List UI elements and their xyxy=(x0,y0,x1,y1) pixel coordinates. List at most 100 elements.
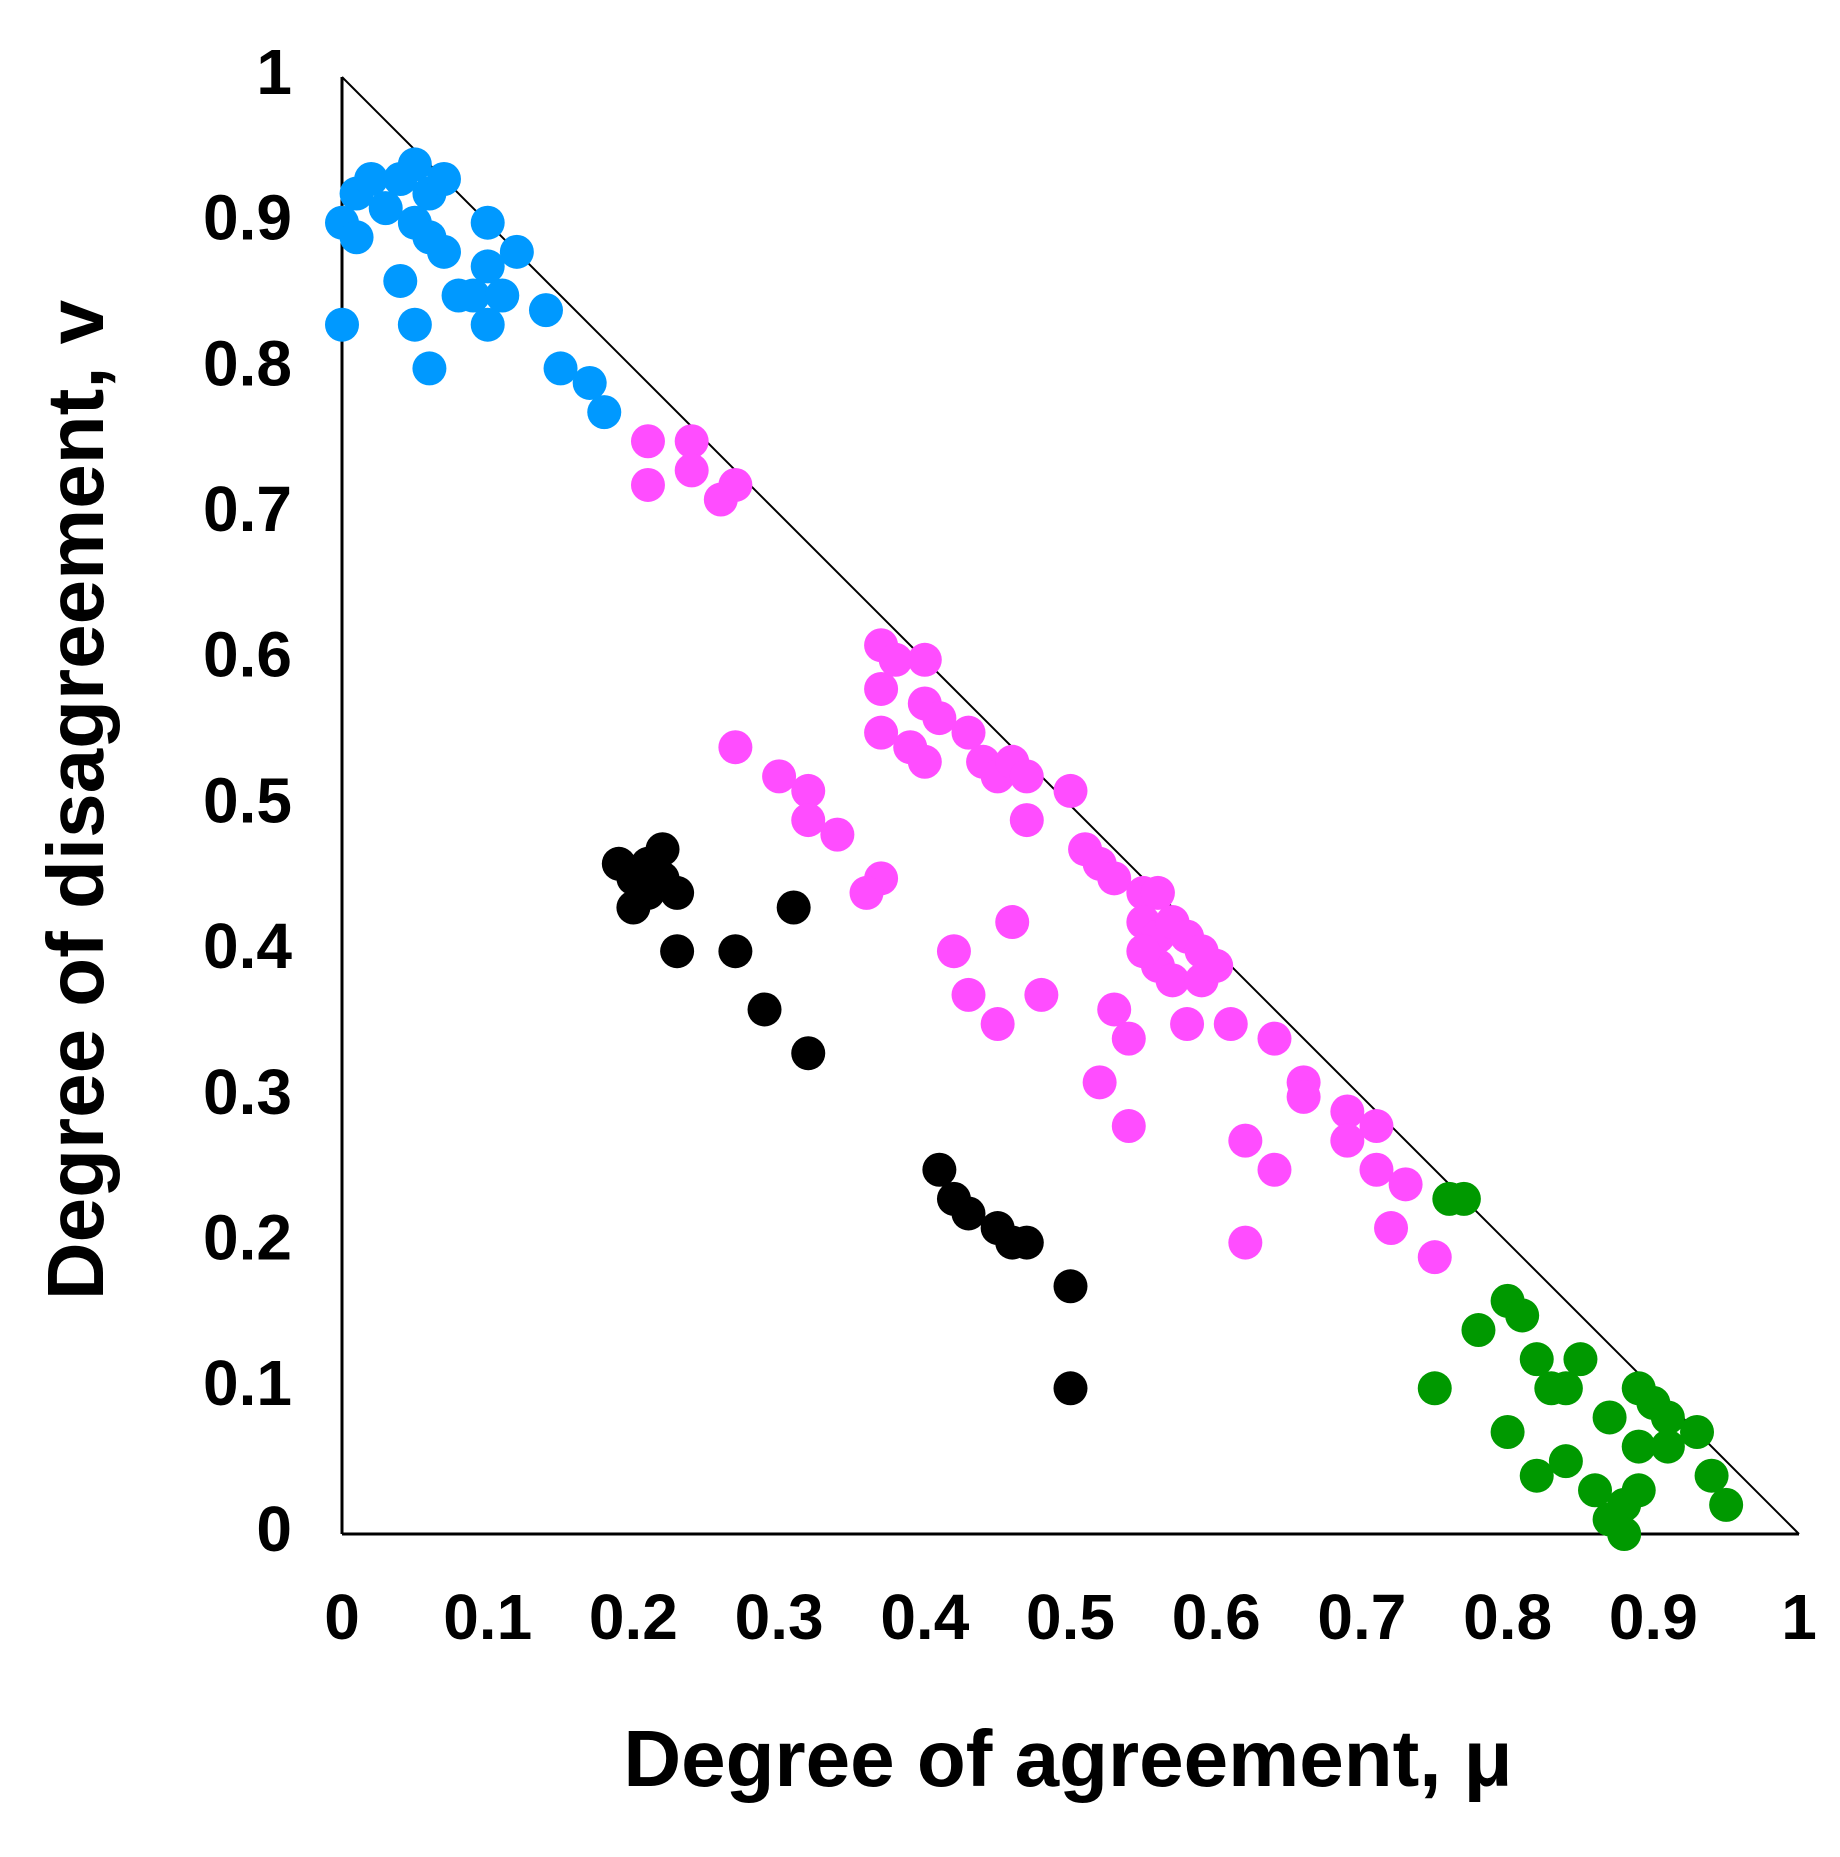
scatter-point xyxy=(791,773,826,808)
scatter-point xyxy=(1694,1458,1729,1493)
scatter-point xyxy=(1170,1007,1205,1042)
scatter-point xyxy=(1009,759,1044,794)
scatter-point xyxy=(645,832,680,867)
y-tick-label: 0.2 xyxy=(203,1202,292,1274)
scatter-point xyxy=(1417,1240,1452,1275)
scatter-point xyxy=(354,161,389,196)
scatter-point xyxy=(776,890,811,925)
y-tick-label: 0.7 xyxy=(203,473,292,545)
scatter-point xyxy=(1286,1079,1321,1114)
scatter-point xyxy=(1359,1109,1394,1144)
y-tick-label: 0.1 xyxy=(203,1347,292,1419)
scatter-point xyxy=(1621,1429,1656,1464)
scatter-point xyxy=(587,395,622,430)
scatter-point xyxy=(1519,1342,1554,1377)
y-tick-label: 0.3 xyxy=(203,1056,292,1128)
scatter-point xyxy=(791,803,826,838)
scatter-point xyxy=(1140,875,1175,910)
scatter-point xyxy=(1257,1021,1292,1056)
scatter-point xyxy=(1621,1473,1656,1508)
scatter-point xyxy=(543,351,578,386)
scatter-point xyxy=(1490,1415,1525,1450)
scatter-point xyxy=(1505,1298,1540,1333)
x-tick-label: 0.6 xyxy=(1172,1581,1261,1653)
scatter-point xyxy=(1330,1094,1365,1129)
scatter-point xyxy=(572,365,607,400)
scatter-point xyxy=(674,453,709,488)
scatter-point xyxy=(383,263,418,298)
scatter-point xyxy=(922,1152,957,1187)
scatter-point xyxy=(1126,934,1161,969)
scatter-point xyxy=(426,234,461,269)
scatter-point xyxy=(951,1196,986,1231)
scatter-point xyxy=(864,671,899,706)
scatter-point xyxy=(1053,1269,1088,1304)
scatter-point xyxy=(791,1036,826,1071)
scatter-point xyxy=(441,278,476,313)
y-tick-label: 0.6 xyxy=(203,619,292,691)
scatter-point xyxy=(426,161,461,196)
scatter-point xyxy=(1228,1225,1263,1260)
x-tick-label: 1 xyxy=(1781,1581,1817,1653)
scatter-point xyxy=(470,249,505,284)
x-tick-label: 0.8 xyxy=(1463,1581,1552,1653)
scatter-point xyxy=(470,307,505,342)
scatter-point xyxy=(1548,1444,1583,1479)
scatter-point xyxy=(1330,1123,1365,1158)
scatter-point xyxy=(630,467,665,502)
y-axis-title: Degree of disagreement, v xyxy=(31,299,120,1300)
scatter-point xyxy=(951,977,986,1012)
scatter-point xyxy=(485,278,520,313)
scatter-point xyxy=(1650,1400,1685,1435)
y-tick-label: 0.4 xyxy=(203,910,292,982)
scatter-point xyxy=(864,715,899,750)
scatter-point xyxy=(1374,1211,1409,1246)
x-tick-label: 0.3 xyxy=(735,1581,824,1653)
scatter-point xyxy=(660,934,695,969)
scatter-point xyxy=(1009,1225,1044,1260)
y-tick-label: 0.5 xyxy=(203,764,292,836)
scatter-point xyxy=(951,715,986,750)
scatter-point xyxy=(1053,1371,1088,1406)
scatter-point xyxy=(1461,1313,1496,1348)
scatter-point xyxy=(1257,1152,1292,1187)
scatter-point xyxy=(907,642,942,677)
x-tick-label: 0 xyxy=(324,1581,360,1653)
scatter-point xyxy=(660,875,695,910)
scatter-point xyxy=(1607,1517,1642,1551)
scatter-point xyxy=(1053,773,1088,808)
scatter-point xyxy=(1199,948,1234,983)
scatter-point xyxy=(718,467,753,502)
scatter-point xyxy=(528,293,563,328)
scatter-point xyxy=(1548,1371,1583,1406)
y-tick-label: 0.9 xyxy=(203,182,292,254)
x-tick-label: 0.5 xyxy=(1026,1581,1115,1653)
scatter-point xyxy=(1446,1181,1481,1216)
scatter-point xyxy=(995,905,1030,940)
scatter-point xyxy=(630,424,665,459)
scatter-point xyxy=(1009,803,1044,838)
scatter-point xyxy=(1111,1021,1146,1056)
scatter-point xyxy=(878,642,913,677)
scatter-point xyxy=(499,234,534,269)
scatter-point xyxy=(339,220,374,255)
scatter-point xyxy=(1578,1473,1613,1508)
scatter-point xyxy=(1228,1123,1263,1158)
scatter-point xyxy=(470,205,505,240)
scatter-point xyxy=(1097,992,1132,1027)
scatter-point xyxy=(1519,1458,1554,1493)
scatter-point xyxy=(397,147,432,182)
x-axis-title: Degree of agreement, μ xyxy=(623,1714,1512,1803)
scatter-point xyxy=(980,1007,1015,1042)
scatter-point xyxy=(762,759,797,794)
scatter-point xyxy=(1388,1167,1423,1202)
y-tick-label: 0 xyxy=(256,1493,292,1565)
y-tick-label: 0.8 xyxy=(203,327,292,399)
x-tick-label: 0.1 xyxy=(443,1581,532,1653)
scatter-point xyxy=(849,875,884,910)
scatter-point xyxy=(1680,1415,1715,1450)
scatter-point xyxy=(368,191,403,226)
scatter-point xyxy=(1155,963,1190,998)
scatter-point xyxy=(397,307,432,342)
